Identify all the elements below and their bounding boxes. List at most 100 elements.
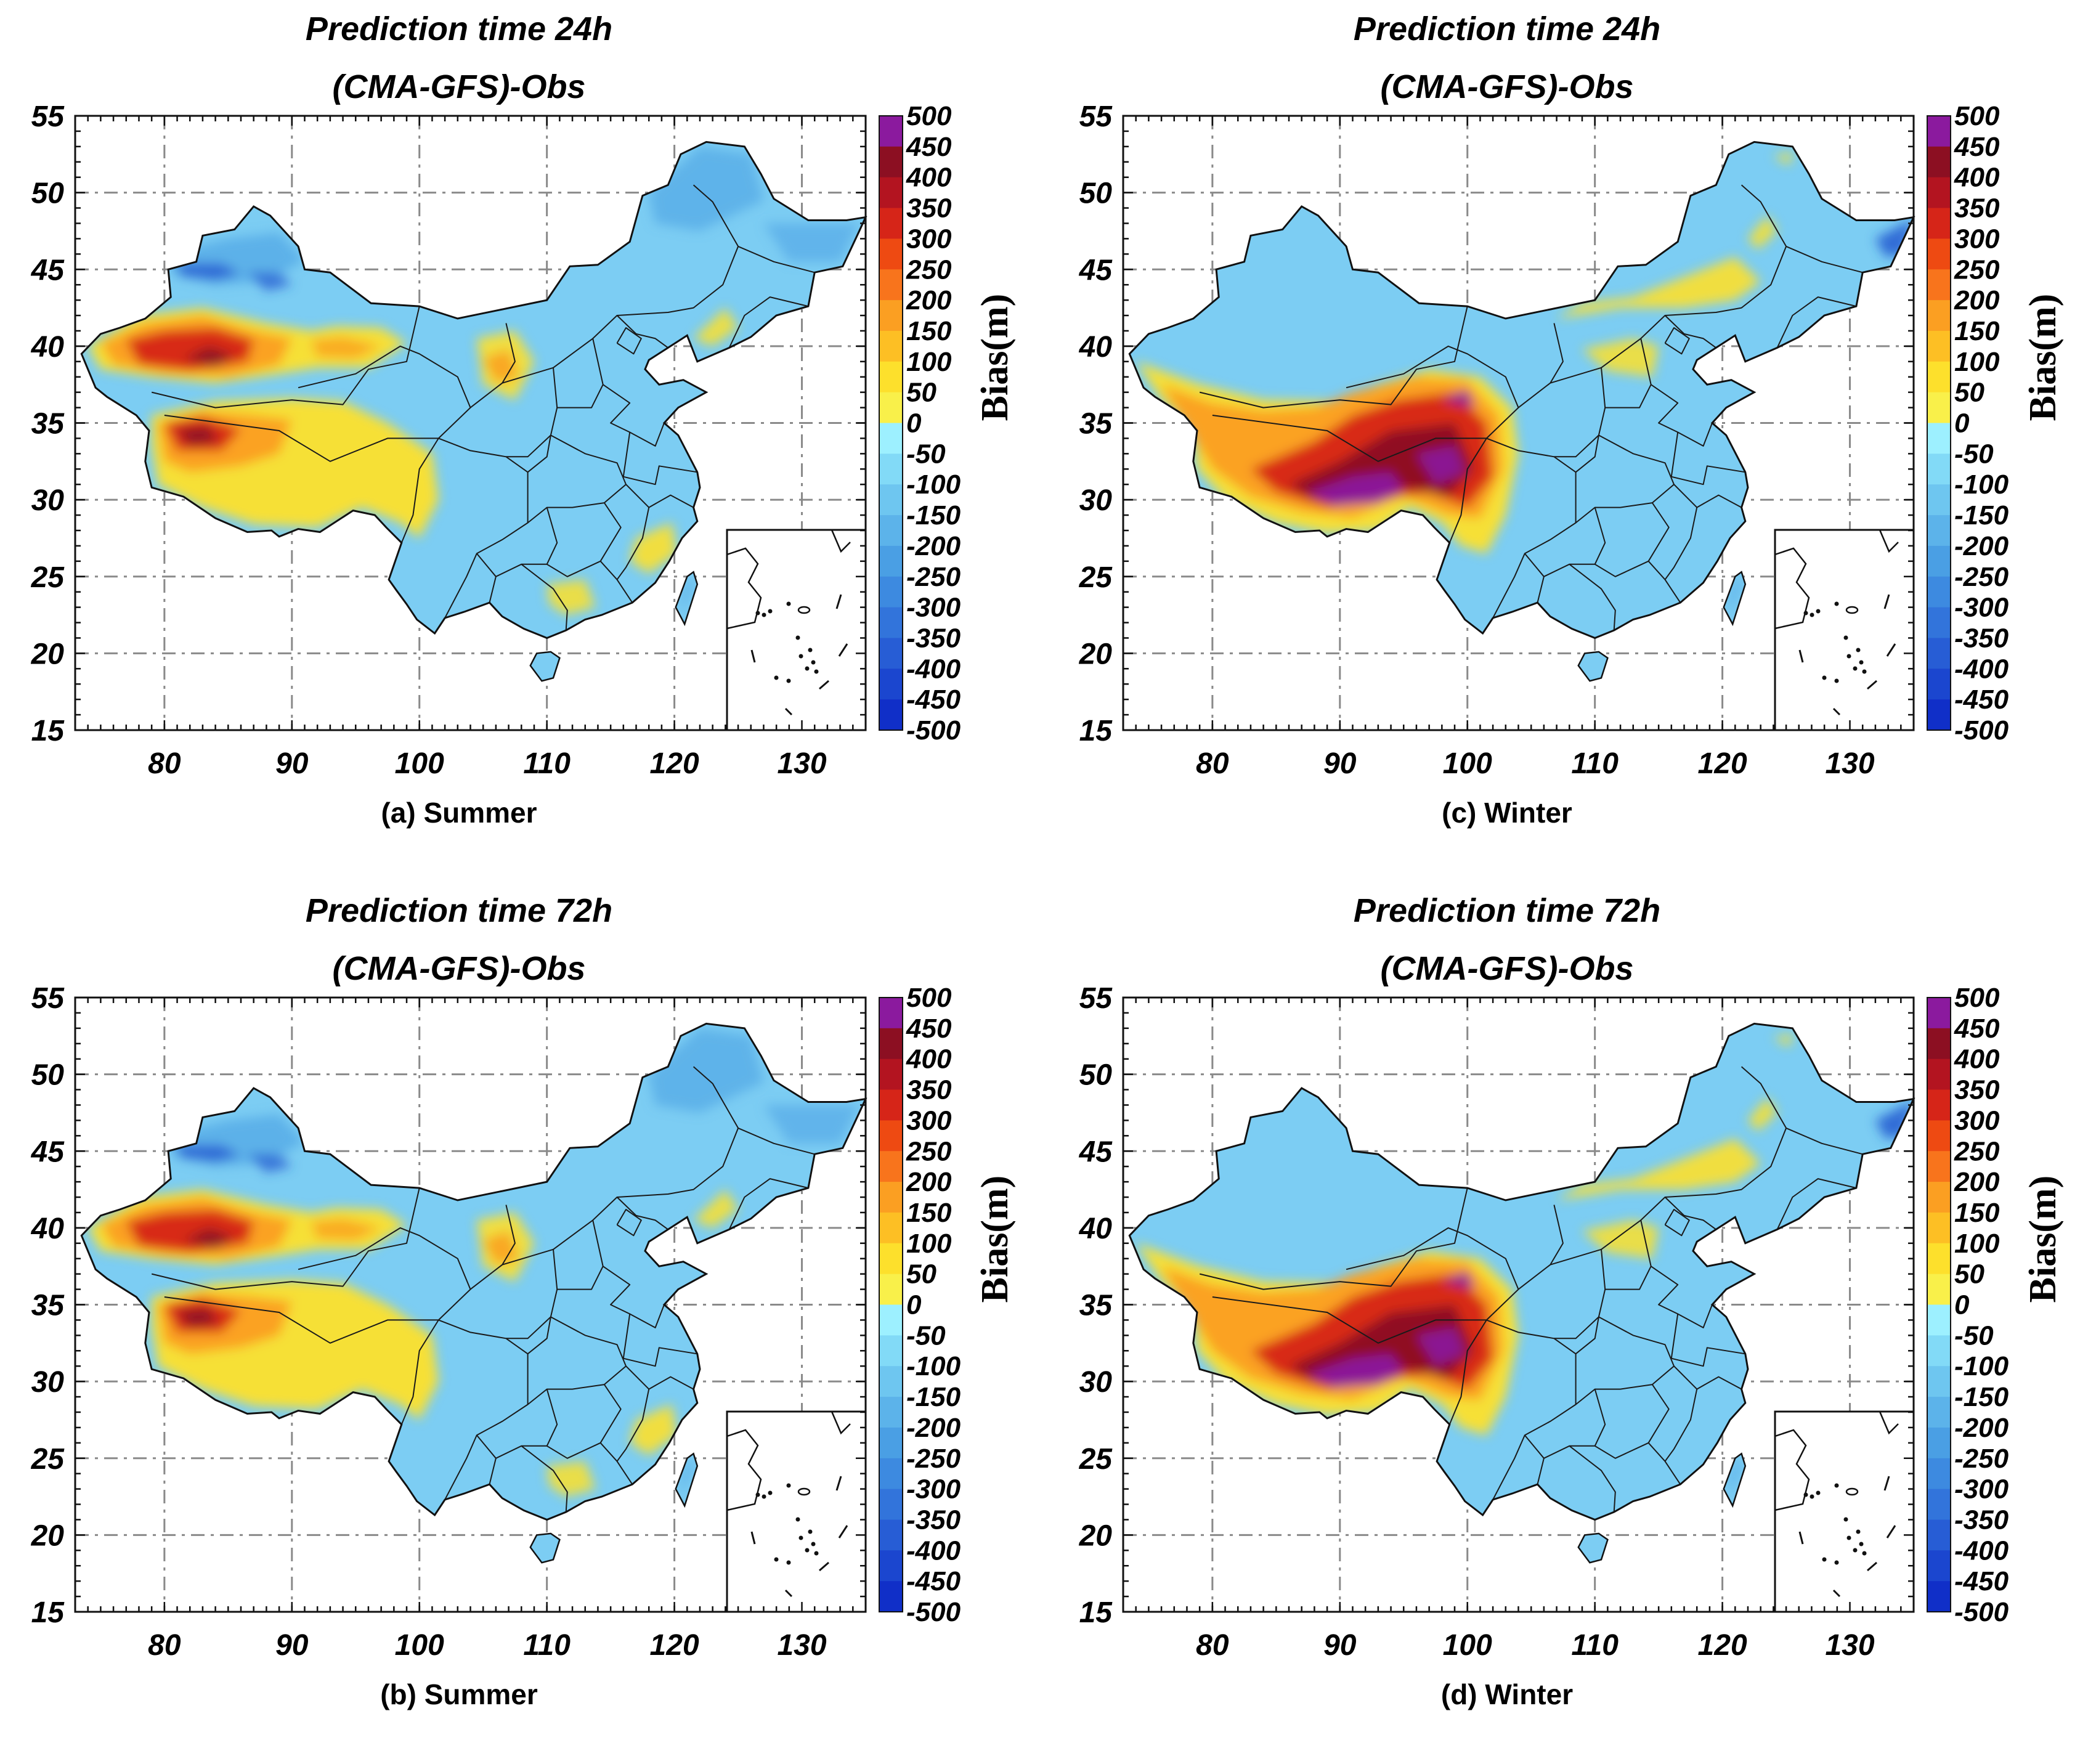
inset-frame: [726, 529, 867, 731]
inset-coast: [831, 529, 851, 553]
colorbar-tick-label: -500: [906, 1597, 961, 1627]
province-border: [1664, 1209, 1690, 1237]
nine-dash-line: [750, 1531, 756, 1545]
colorbar-swatch: [879, 576, 903, 608]
bias-region: [177, 1307, 218, 1328]
nine-dash-line: [1832, 1589, 1841, 1598]
inset-island: [1810, 612, 1814, 617]
bias-region: [630, 1404, 677, 1455]
province-border: [1537, 576, 1545, 603]
colorbar-tick-label: -500: [906, 715, 961, 746]
province-border: [1640, 1066, 1787, 1221]
inset-island: [786, 1560, 791, 1565]
south-china-sea-inset: [1774, 529, 1915, 731]
inset-island: [1862, 669, 1867, 674]
province-border: [1601, 338, 1652, 408]
inset-island: [811, 660, 816, 665]
y-tick-label: 45: [1079, 254, 1113, 287]
colorbar-swatch: [1927, 1243, 1951, 1275]
colorbar-swatch: [1927, 484, 1951, 516]
y-tick-label: 40: [1079, 1213, 1113, 1245]
inset-island: [1816, 609, 1821, 614]
colorbar-swatch: [1927, 1581, 1951, 1612]
colorbar-swatch: [879, 361, 903, 393]
colorbar-swatch: [1927, 545, 1951, 577]
colorbar-tick-label: -350: [906, 1505, 961, 1535]
colorbar-swatch: [879, 300, 903, 331]
colorbar-tick-label: -400: [1954, 1535, 2009, 1566]
colorbar-tick-label: 200: [906, 285, 952, 315]
map-panel-b: Prediction time 72h (CMA-GFS)-Obs 55 50 45…: [0, 882, 1048, 1763]
bias-region: [177, 426, 218, 446]
inset-coast: [1774, 547, 1810, 630]
inset-island: [755, 611, 760, 616]
y-tick-label: 40: [31, 331, 65, 364]
colorbar-tick-label: -300: [1954, 593, 2009, 623]
colorbar-tick-label: 50: [1954, 1259, 1984, 1290]
colorbar-swatch: [879, 177, 903, 209]
x-tick-label: 120: [1698, 747, 1747, 780]
colorbar-tick-label: -50: [906, 1320, 946, 1351]
inset-island: [808, 1529, 813, 1534]
colorbar-tick-label: 250: [906, 1136, 952, 1166]
hainan-outline: [1577, 651, 1609, 682]
y-tick-label: 25: [31, 1443, 65, 1476]
x-tick-label: 80: [148, 1629, 181, 1662]
inset-island: [797, 606, 811, 614]
bias-region: [1748, 216, 1777, 250]
colorbar-swatch: [1927, 1519, 1951, 1551]
nine-dash-line: [1867, 1561, 1877, 1572]
bias-region: [483, 349, 519, 383]
x-tick-label: 90: [1323, 747, 1357, 780]
colorbar-swatch: [879, 453, 903, 485]
colorbar-tick-label: -450: [906, 1566, 961, 1596]
taiwan-outline: [675, 1452, 699, 1508]
colorbar-tick-label: -100: [906, 1351, 961, 1381]
y-tick-label: 20: [1079, 1519, 1113, 1552]
colorbar-swatch: [879, 998, 903, 1029]
province-border: [1785, 245, 1863, 274]
province-border: [476, 1434, 547, 1459]
bias-region: [1442, 389, 1476, 408]
panel-title-line1: Prediction time 72h: [1353, 892, 1661, 929]
colorbar-swatch: [879, 1212, 903, 1244]
inset-coast: [1879, 529, 1899, 553]
x-tick-label: 90: [275, 747, 309, 780]
x-tick-label: 110: [1571, 747, 1619, 780]
colorbar-swatch: [879, 638, 903, 669]
bias-region: [177, 263, 241, 280]
province-border: [603, 384, 665, 447]
colorbar-swatch: [1927, 1335, 1951, 1367]
colorbar-swatch: [1927, 699, 1951, 731]
x-tick-label: 130: [777, 747, 826, 780]
y-tick-label: 50: [1079, 1059, 1113, 1092]
x-tick-label: 130: [777, 1629, 826, 1662]
colorbar: 500450400350300250200150100500-50-100-15…: [879, 101, 961, 746]
colorbar-tick-label: 100: [1954, 347, 2000, 377]
inset-island: [1859, 660, 1864, 665]
inset-island: [768, 1490, 773, 1495]
colorbar-tick-label: -150: [906, 500, 961, 530]
colorbar-tick-label: 450: [906, 1014, 952, 1044]
colorbar-tick-label: 50: [1954, 378, 1984, 408]
map-panel-d: Prediction time 72h (CMA-GFS)-Obs 55 50 45…: [1048, 882, 2096, 1763]
bias-region: [1556, 1139, 1761, 1200]
nine-dash-line: [750, 649, 756, 663]
bias-region: [247, 1154, 292, 1173]
y-tick-label: 50: [31, 1059, 65, 1092]
bias-region: [1773, 152, 1794, 165]
field-blobs: [1135, 1034, 1914, 1497]
y-tick-label: 45: [1079, 1136, 1113, 1168]
colorbar-swatch: [879, 1335, 903, 1367]
colorbar-tick-label: -400: [1954, 654, 2009, 684]
province-border: [616, 1197, 668, 1230]
inset-island: [795, 1517, 800, 1522]
colorbar-tick-label: -450: [1954, 685, 2009, 715]
bias-region: [183, 346, 235, 368]
x-tick-label: 80: [1196, 747, 1229, 780]
y-tick-label: 45: [31, 1136, 65, 1168]
colorbar-tick-label: 500: [906, 983, 952, 1013]
colorbar-tick-label: 50: [906, 1259, 936, 1290]
nine-dash-line: [838, 1525, 848, 1538]
